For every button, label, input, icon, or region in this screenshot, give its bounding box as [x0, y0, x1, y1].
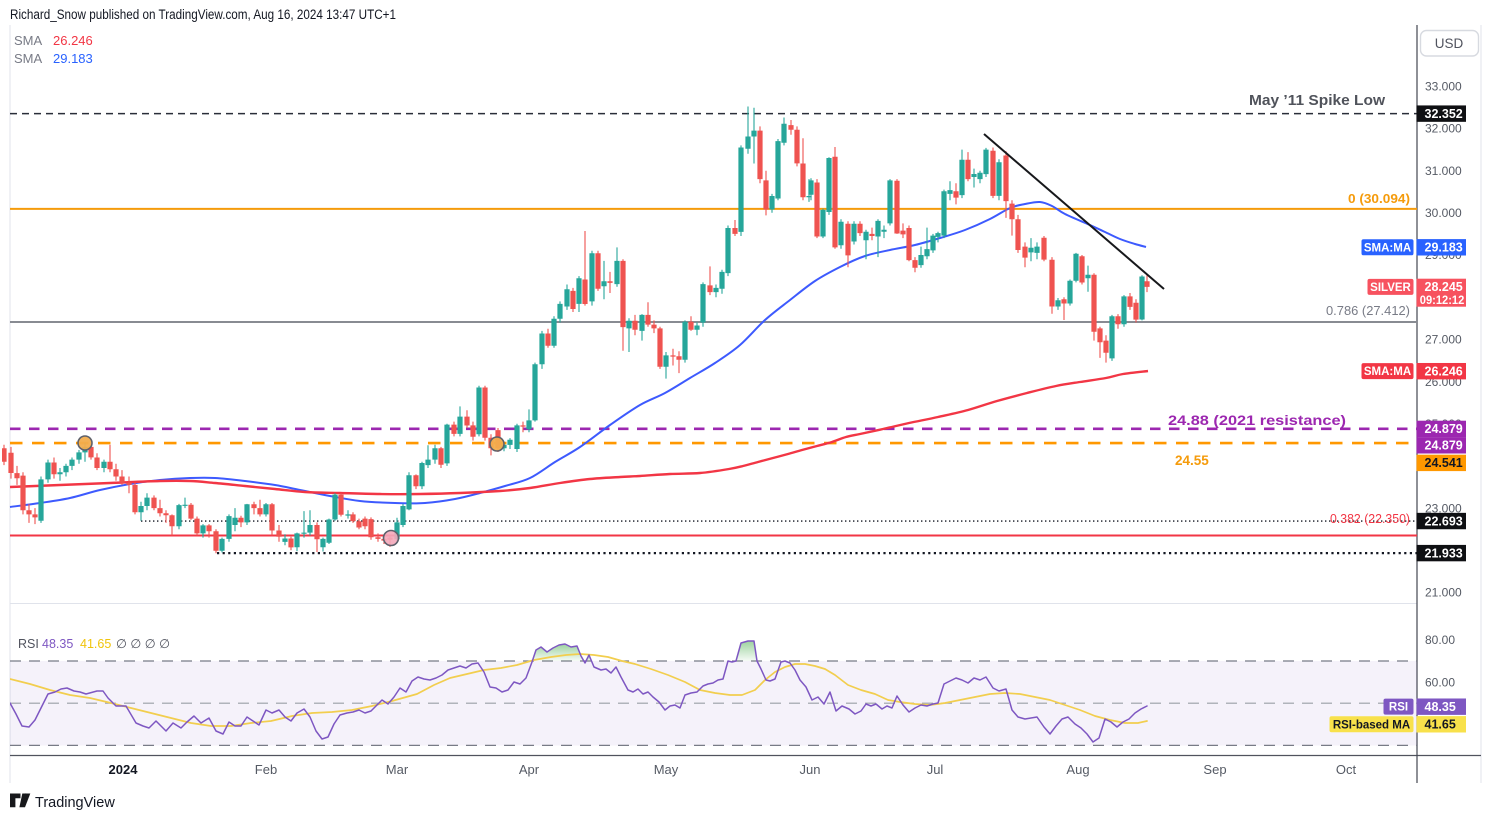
svg-text:21.000: 21.000: [1425, 586, 1462, 600]
svg-text:SILVER: SILVER: [1370, 282, 1411, 294]
svg-text:29.183: 29.183: [53, 51, 93, 66]
svg-text:∅ ∅ ∅ ∅: ∅ ∅ ∅ ∅: [116, 637, 170, 651]
svg-text:24.88 (2021 resistance): 24.88 (2021 resistance): [1168, 412, 1346, 428]
svg-text:Mar: Mar: [386, 762, 409, 777]
svg-text:RSI-based MA: RSI-based MA: [1333, 719, 1410, 731]
svg-text:28.245: 28.245: [1425, 280, 1463, 294]
svg-text:09:12:12: 09:12:12: [1420, 293, 1465, 307]
svg-text:Apr: Apr: [519, 762, 540, 777]
svg-text:0 (30.094): 0 (30.094): [1348, 191, 1410, 206]
svg-text:41.65: 41.65: [1425, 718, 1456, 732]
svg-text:29.183: 29.183: [1425, 241, 1463, 255]
svg-text:24.55: 24.55: [1175, 453, 1209, 468]
svg-text:RSI: RSI: [18, 637, 39, 651]
svg-text:0.382 (22.350): 0.382 (22.350): [1330, 512, 1410, 526]
svg-text:SMA:MA: SMA:MA: [1364, 366, 1411, 378]
svg-text:SMA:MA: SMA:MA: [1364, 242, 1411, 254]
svg-text:SMA: SMA: [14, 51, 43, 66]
svg-text:24.541: 24.541: [1425, 456, 1463, 470]
svg-text:30.000: 30.000: [1425, 206, 1462, 220]
svg-text:SMA: SMA: [14, 33, 43, 48]
svg-text:80.00: 80.00: [1425, 633, 1455, 647]
svg-text:USD: USD: [1435, 36, 1464, 51]
svg-text:May: May: [654, 762, 679, 777]
svg-text:Feb: Feb: [255, 762, 277, 777]
svg-text:27.000: 27.000: [1425, 333, 1462, 347]
svg-text:41.65: 41.65: [80, 637, 111, 651]
svg-text:2024: 2024: [109, 762, 139, 777]
svg-text:May ’11 Spike Low: May ’11 Spike Low: [1249, 92, 1385, 109]
svg-text:24.879: 24.879: [1425, 422, 1463, 436]
svg-text:32.000: 32.000: [1425, 122, 1462, 136]
svg-text:Richard_Snow published on Trad: Richard_Snow published on TradingView.co…: [10, 7, 396, 22]
svg-text:48.35: 48.35: [42, 637, 73, 651]
svg-text:60.00: 60.00: [1425, 675, 1455, 689]
svg-text:Jul: Jul: [927, 762, 944, 777]
svg-text:26.246: 26.246: [53, 33, 93, 48]
svg-text:32.352: 32.352: [1425, 107, 1463, 121]
svg-text:TradingView: TradingView: [35, 795, 115, 811]
svg-text:26.246: 26.246: [1425, 364, 1463, 378]
svg-text:Jun: Jun: [800, 762, 821, 777]
svg-text:33.000: 33.000: [1425, 80, 1462, 94]
svg-text:Sep: Sep: [1203, 762, 1226, 777]
svg-text:22.693: 22.693: [1425, 514, 1463, 528]
svg-text:24.879: 24.879: [1425, 439, 1463, 453]
svg-text:23.000: 23.000: [1425, 501, 1462, 515]
svg-text:0.786 (27.412): 0.786 (27.412): [1326, 303, 1410, 318]
svg-text:RSI: RSI: [1389, 702, 1408, 714]
svg-text:31.000: 31.000: [1425, 164, 1462, 178]
svg-text:Oct: Oct: [1336, 762, 1357, 777]
svg-text:Aug: Aug: [1066, 762, 1089, 777]
svg-text:21.933: 21.933: [1425, 546, 1463, 560]
svg-text:48.35: 48.35: [1425, 700, 1456, 714]
